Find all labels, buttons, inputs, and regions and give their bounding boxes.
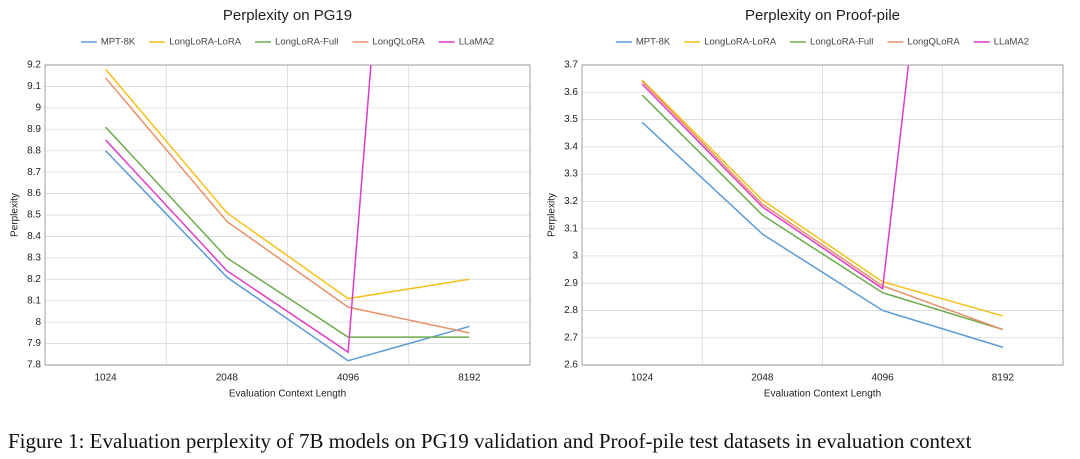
- y-tick-label: 8.3: [27, 252, 41, 263]
- y-tick-label: 2.8: [564, 305, 578, 316]
- x-tick-label: 2048: [216, 373, 239, 384]
- y-tick-label: 8.6: [27, 188, 41, 199]
- y-tick-label: 8.8: [27, 145, 41, 156]
- legend-label: LongLoRA-Full: [810, 37, 873, 48]
- series-line: [105, 126, 470, 338]
- y-tick-label: 8.5: [27, 210, 41, 221]
- x-tick-label: 1024: [631, 373, 654, 384]
- y-tick-label: 9.1: [27, 81, 41, 92]
- x-axis-label: Evaluation Context Length: [764, 389, 881, 400]
- y-tick-label: 8.2: [27, 274, 41, 285]
- legend-label: LLaMA2: [994, 37, 1029, 48]
- series-line: [641, 80, 1004, 331]
- y-tick-label: 8.7: [27, 167, 41, 178]
- legend: MPT-8K LongLoRA-LoRA LongLoRA-Full LongQLoR…: [80, 37, 494, 48]
- x-tick-label: 1024: [95, 373, 118, 384]
- y-tick-label: 3.1: [564, 223, 578, 234]
- y-tick-label: 3.4: [564, 141, 578, 152]
- y-axis-label: Perplexity: [547, 193, 558, 237]
- series-line: [641, 94, 1004, 331]
- x-tick-label: 8192: [992, 373, 1015, 384]
- series-line: [105, 77, 470, 334]
- y-tick-label: 2.6: [564, 360, 578, 371]
- series-line: [105, 150, 470, 362]
- y-tick-label: 3.2: [564, 196, 578, 207]
- series-line: [105, 65, 372, 354]
- legend-label: LongLoRA-LoRA: [704, 37, 776, 48]
- y-tick-label: 9: [35, 102, 41, 113]
- y-tick-label: 3.3: [564, 169, 578, 180]
- y-tick-label: 3.5: [564, 114, 578, 125]
- y-axis-label: Perplexity: [10, 193, 21, 237]
- y-tick-label: 8.1: [27, 295, 41, 306]
- legend-label: MPT-8K: [101, 37, 136, 48]
- series-line: [105, 68, 470, 300]
- y-tick-label: 7.8: [27, 360, 41, 371]
- y-tick-label: 8: [35, 317, 41, 328]
- y-tick-label: 2.7: [564, 332, 578, 343]
- chart-title: Perplexity on PG19: [223, 7, 352, 24]
- caption: Figure 1: Evaluation perplexity of 7B mo…: [8, 429, 972, 453]
- y-tick-label: 3.7: [564, 60, 578, 71]
- legend-label: LongQLoRA: [907, 37, 960, 48]
- legend-label: LongLoRA-LoRA: [169, 37, 241, 48]
- x-axis-label: Evaluation Context Length: [229, 389, 346, 400]
- series-line: [641, 79, 1004, 317]
- y-tick-label: 2.9: [564, 278, 578, 289]
- legend-label: LLaMA2: [459, 37, 494, 48]
- y-tick-label: 3.6: [564, 87, 578, 98]
- y-tick-label: 9.2: [27, 60, 41, 71]
- x-tick-label: 4096: [337, 373, 360, 384]
- plot-frame: [44, 64, 531, 366]
- legend-label: MPT-8K: [636, 37, 671, 48]
- x-tick-label: 2048: [751, 373, 774, 384]
- series-line: [641, 121, 1004, 348]
- y-tick-label: 8.9: [27, 124, 41, 135]
- y-tick-label: 7.9: [27, 338, 41, 349]
- chart-title: Perplexity on Proof-pile: [745, 7, 900, 24]
- legend-label: LongQLoRA: [372, 37, 425, 48]
- x-tick-label: 8192: [458, 373, 481, 384]
- legend-label: LongLoRA-Full: [275, 37, 338, 48]
- y-tick-label: 8.4: [27, 231, 41, 242]
- y-tick-label: 3: [572, 251, 578, 262]
- legend: MPT-8K LongLoRA-LoRA LongLoRA-Full LongQLoR…: [615, 37, 1029, 48]
- plot-frame: [581, 64, 1064, 366]
- series-line: [641, 65, 910, 290]
- figure: Perplexity on PG19 MPT-8K LongLoRA-LoRA Lon…: [10, 7, 1064, 400]
- x-tick-label: 4096: [872, 373, 895, 384]
